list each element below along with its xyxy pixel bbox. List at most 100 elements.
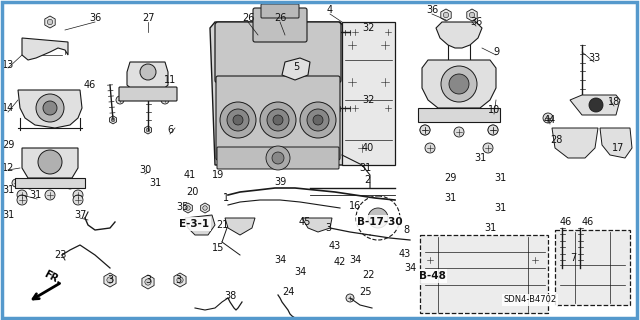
Text: 20: 20: [186, 187, 198, 197]
Circle shape: [350, 27, 360, 37]
Circle shape: [318, 30, 322, 34]
Text: 30: 30: [139, 165, 151, 175]
Text: 45: 45: [299, 217, 311, 227]
Circle shape: [45, 190, 55, 200]
Text: 16: 16: [349, 201, 361, 211]
Text: 31: 31: [149, 178, 161, 188]
Circle shape: [17, 195, 27, 205]
Polygon shape: [436, 22, 482, 48]
Circle shape: [280, 20, 290, 30]
Polygon shape: [22, 148, 78, 178]
Circle shape: [425, 143, 435, 153]
Polygon shape: [127, 62, 168, 92]
Circle shape: [233, 115, 243, 125]
Circle shape: [379, 76, 391, 88]
Circle shape: [267, 109, 289, 131]
Text: 3: 3: [145, 275, 151, 285]
Circle shape: [38, 150, 62, 174]
Text: 46: 46: [582, 217, 594, 227]
Circle shape: [161, 96, 169, 104]
Circle shape: [346, 39, 358, 51]
Polygon shape: [45, 16, 55, 28]
Text: 39: 39: [274, 177, 286, 187]
Polygon shape: [109, 116, 116, 124]
Text: 2: 2: [364, 175, 370, 185]
Text: 42: 42: [334, 257, 346, 267]
Polygon shape: [342, 22, 395, 165]
Text: 46: 46: [84, 80, 96, 90]
Text: 31: 31: [359, 163, 371, 173]
Polygon shape: [291, 63, 300, 73]
Text: 34: 34: [404, 263, 416, 273]
Text: 31: 31: [2, 210, 14, 220]
Circle shape: [12, 179, 20, 187]
Polygon shape: [317, 28, 323, 36]
Text: 35: 35: [176, 202, 188, 212]
Circle shape: [107, 277, 113, 283]
Circle shape: [383, 27, 393, 37]
Polygon shape: [282, 58, 310, 80]
Circle shape: [47, 19, 52, 25]
Circle shape: [26, 151, 34, 159]
Text: 32: 32: [362, 95, 374, 105]
Polygon shape: [104, 273, 116, 287]
Polygon shape: [422, 60, 496, 108]
Text: 36: 36: [470, 17, 482, 27]
Text: 11: 11: [164, 75, 176, 85]
Polygon shape: [559, 264, 566, 272]
Circle shape: [17, 190, 27, 200]
Circle shape: [543, 113, 553, 123]
Text: 34: 34: [274, 255, 286, 265]
Circle shape: [368, 208, 388, 228]
Circle shape: [66, 151, 74, 159]
Polygon shape: [174, 273, 186, 287]
Circle shape: [66, 181, 74, 189]
Text: 46: 46: [560, 217, 572, 227]
Text: 22: 22: [362, 270, 374, 280]
Polygon shape: [184, 203, 193, 213]
Polygon shape: [225, 218, 255, 235]
Circle shape: [488, 125, 498, 135]
Circle shape: [313, 115, 323, 125]
Circle shape: [227, 109, 249, 131]
Polygon shape: [600, 128, 632, 158]
Polygon shape: [570, 95, 620, 115]
Circle shape: [578, 266, 582, 270]
Text: 36: 36: [89, 13, 101, 23]
Circle shape: [272, 152, 284, 164]
Circle shape: [292, 66, 297, 70]
Polygon shape: [579, 96, 586, 104]
Text: 33: 33: [588, 53, 600, 63]
Polygon shape: [418, 108, 500, 122]
Polygon shape: [145, 126, 152, 134]
Text: 23: 23: [54, 250, 66, 260]
Circle shape: [300, 102, 336, 138]
Polygon shape: [185, 215, 215, 235]
Text: 12: 12: [2, 163, 14, 173]
Text: 17: 17: [612, 143, 624, 153]
Circle shape: [256, 111, 260, 115]
Polygon shape: [210, 22, 345, 165]
Text: 43: 43: [399, 249, 411, 259]
FancyBboxPatch shape: [119, 87, 177, 101]
Text: FR.: FR.: [42, 269, 62, 287]
Text: 15: 15: [212, 243, 224, 253]
Text: E-3-1: E-3-1: [179, 219, 209, 229]
Polygon shape: [255, 109, 262, 117]
Circle shape: [379, 39, 391, 51]
Text: 32: 32: [362, 23, 374, 33]
Polygon shape: [441, 9, 451, 21]
Text: 31: 31: [474, 153, 486, 163]
Text: 31: 31: [444, 193, 456, 203]
Circle shape: [449, 74, 469, 94]
Circle shape: [350, 103, 360, 113]
Text: 4: 4: [327, 5, 333, 15]
Text: 31: 31: [494, 203, 506, 213]
Polygon shape: [467, 9, 477, 21]
FancyBboxPatch shape: [215, 22, 341, 83]
Polygon shape: [201, 203, 209, 213]
Circle shape: [580, 98, 584, 102]
Circle shape: [116, 96, 124, 104]
FancyBboxPatch shape: [555, 230, 630, 305]
Text: 38: 38: [224, 291, 236, 301]
